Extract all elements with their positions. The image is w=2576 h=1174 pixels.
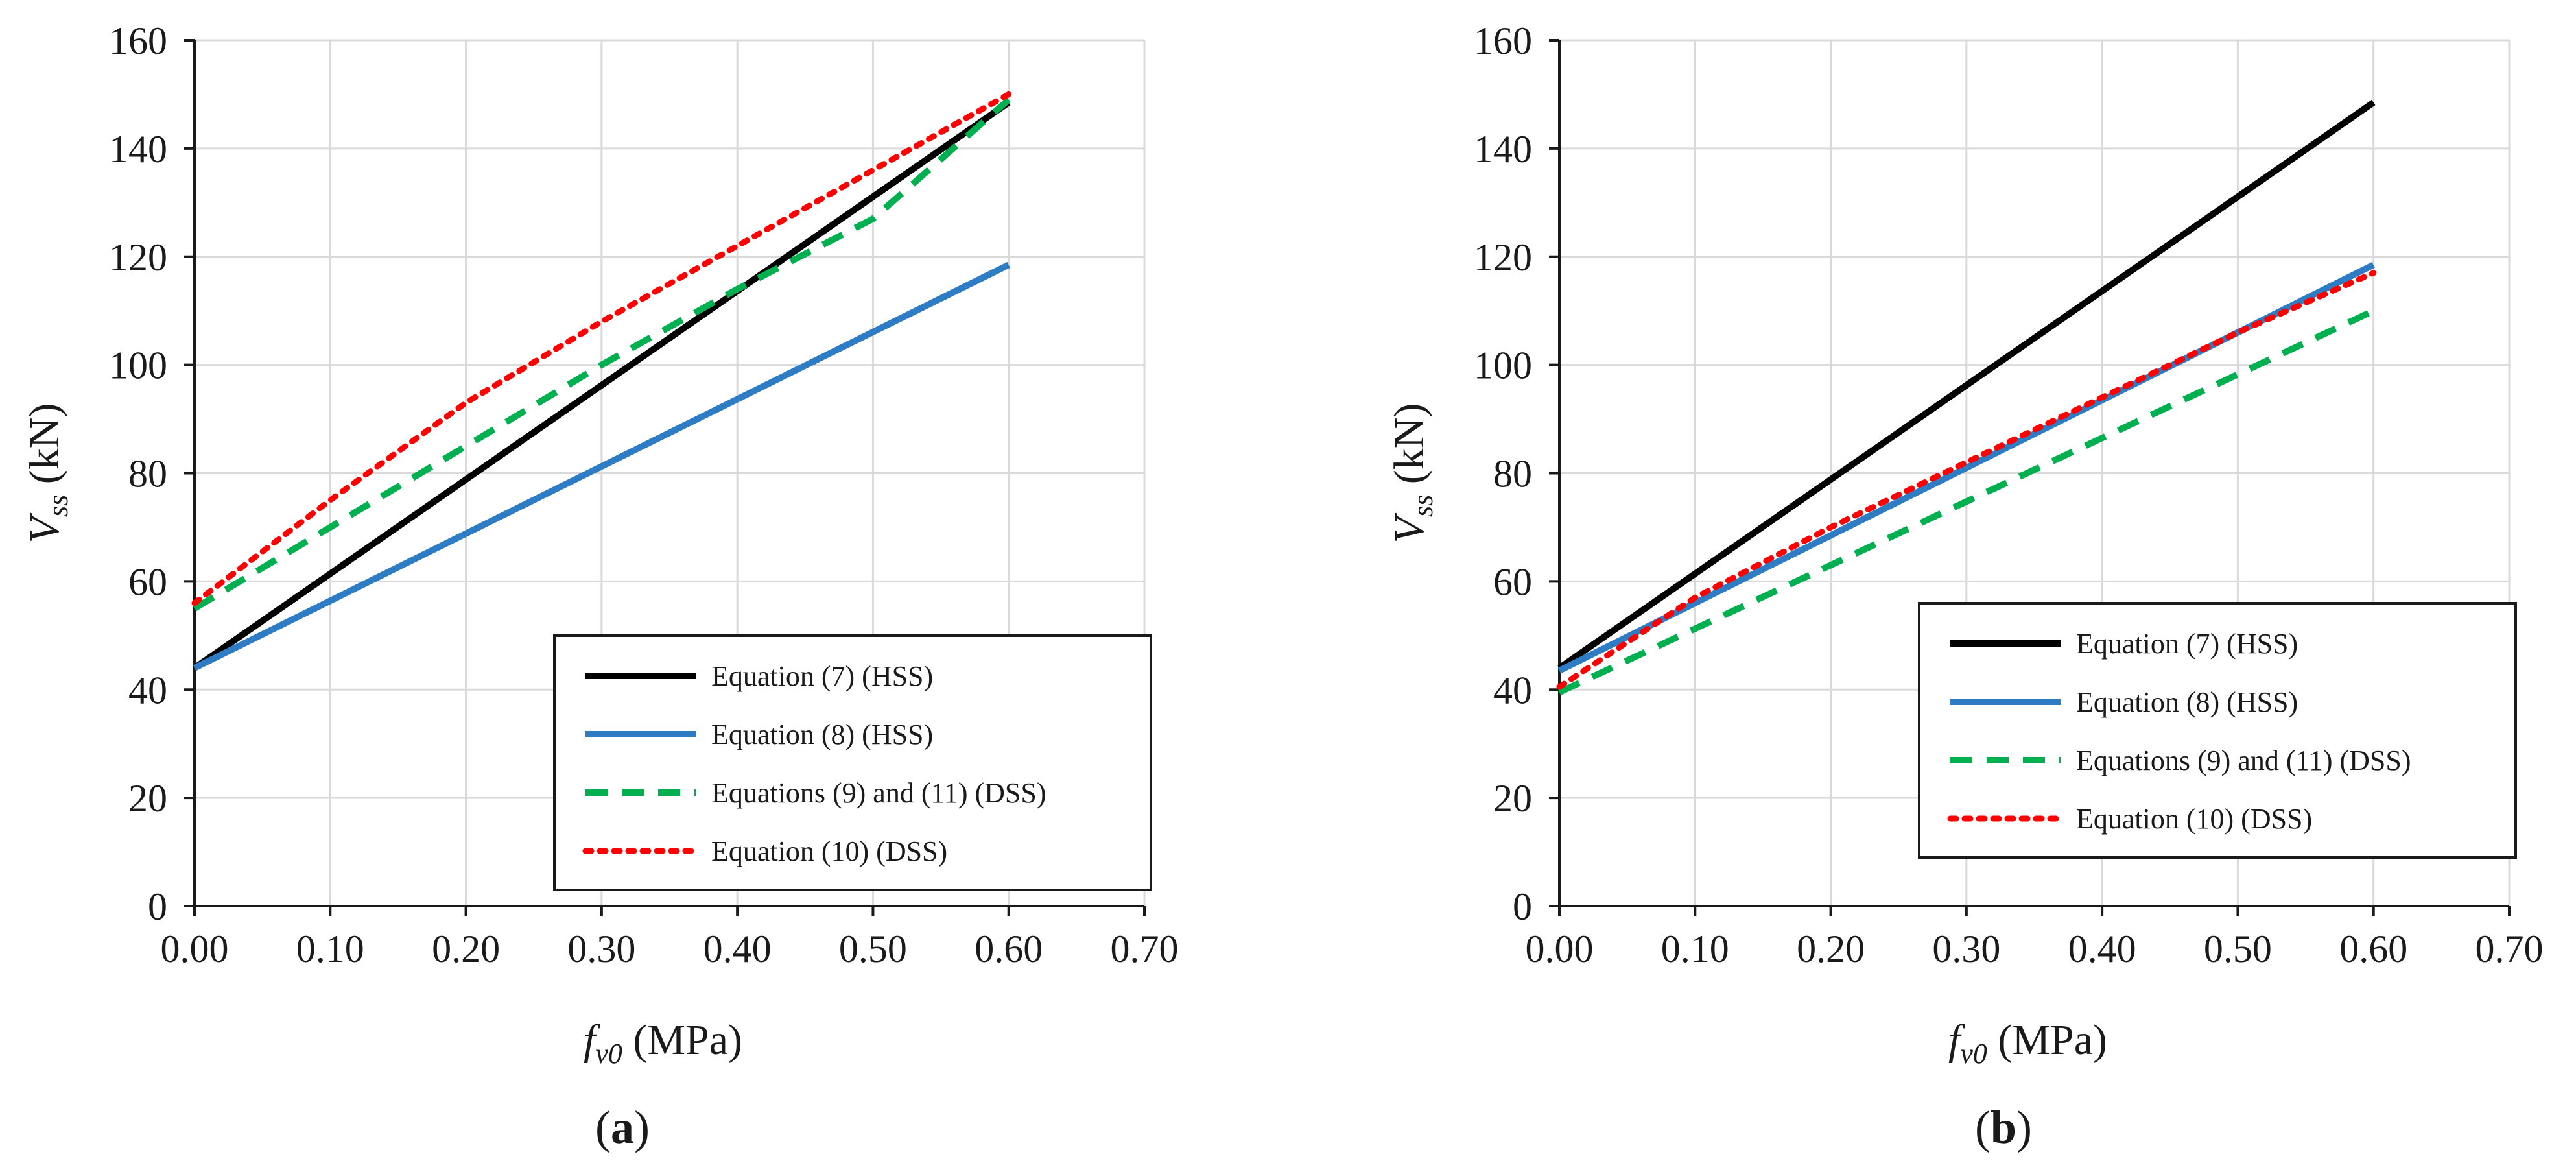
- y-tick-label: 100: [1474, 344, 1532, 387]
- chart-panel-b: 0 20 40 60 80 100 120 140 160 0.00 0.10 0.20 0.30 0.4…: [1386, 19, 2544, 1153]
- series-line-4: [191, 91, 1012, 606]
- series-line-3: [1557, 307, 2375, 695]
- series-line-2: [1557, 261, 2375, 674]
- panel-label: (a): [595, 1101, 650, 1153]
- legend-entry-label: Equation (7) (HSS): [2076, 628, 2298, 660]
- x-axis-title: fv0 (MPa): [1948, 1016, 2107, 1070]
- x-tick-label: 0.10: [1661, 928, 1729, 970]
- series-line-4: [1556, 270, 2377, 690]
- legend-entry-label: Equation (10) (DSS): [2076, 803, 2312, 835]
- y-tick-label: 0: [1513, 885, 1532, 928]
- x-tick-label: 0.00: [1526, 928, 1594, 970]
- y-tick-label: 120: [109, 236, 167, 279]
- x-tick-label: 0.50: [839, 928, 907, 970]
- panel-label: (b): [1975, 1101, 2032, 1153]
- y-tick-label: 40: [128, 669, 167, 712]
- y-tick-label: 140: [1474, 128, 1532, 171]
- series-line-1: [193, 99, 1011, 671]
- series-line-1: [1557, 99, 2376, 671]
- x-tick-label: 0.10: [296, 928, 364, 970]
- legend-entry-label: Equations (9) and (11) (DSS): [2076, 745, 2411, 776]
- legend-entry-label: Equation (10) (DSS): [711, 835, 947, 867]
- legend: Equation (7) (HSS) Equation (8) (HSS) Equa…: [553, 634, 1152, 891]
- x-tick-label: 0.00: [161, 928, 229, 970]
- series-line-3: [193, 97, 1011, 612]
- legend-entry-label: Equations (9) and (11) (DSS): [711, 777, 1046, 809]
- x-tick-label: 0.40: [2068, 928, 2136, 970]
- y-axis-title: Vss (kN): [1386, 403, 1439, 544]
- x-tick-label: 0.30: [567, 928, 635, 970]
- series-line-2: [193, 261, 1010, 671]
- y-axis-title: Vss (kN): [21, 403, 74, 544]
- y-tick-label: 120: [1474, 236, 1532, 279]
- x-tick-label: 0.30: [1932, 928, 2000, 970]
- y-tick-label: 60: [128, 560, 167, 603]
- y-tick-label: 80: [128, 453, 167, 496]
- legend-entry-label: Equation (7) (HSS): [711, 660, 933, 692]
- legend-entry-label: Equation (8) (HSS): [711, 719, 933, 750]
- x-tick-label: 0.70: [2476, 928, 2544, 970]
- x-axis-title: fv0 (MPa): [584, 1016, 742, 1070]
- y-tick-label: 100: [109, 344, 167, 387]
- y-tick-label: 20: [128, 777, 167, 820]
- y-tick-label: 40: [1493, 669, 1532, 712]
- x-tick-label: 0.20: [432, 928, 500, 970]
- x-tick-label: 0.40: [703, 928, 772, 970]
- y-tick-label: 140: [109, 128, 167, 171]
- x-tick-label: 0.60: [975, 928, 1043, 970]
- y-tick-label: 160: [109, 19, 167, 62]
- y-tick-label: 80: [1493, 453, 1532, 496]
- x-tick-label: 0.20: [1797, 928, 1865, 970]
- x-tick-label: 0.50: [2204, 928, 2272, 970]
- y-tick-label: 0: [148, 885, 167, 928]
- legend: Equation (7) (HSS) Equation (8) (HSS) Equa…: [1918, 602, 2517, 859]
- legend-entry-label: Equation (8) (HSS): [2076, 686, 2298, 718]
- x-tick-label: 0.60: [2339, 928, 2407, 970]
- y-tick-label: 60: [1493, 560, 1532, 603]
- y-tick-label: 160: [1474, 19, 1532, 62]
- chart-panel-a: 0 20 40 60 80 100 120 140 160 0.00 0.10 0.20 0.30 0.4…: [21, 19, 1179, 1153]
- x-tick-label: 0.70: [1111, 928, 1179, 970]
- y-tick-label: 20: [1493, 777, 1532, 820]
